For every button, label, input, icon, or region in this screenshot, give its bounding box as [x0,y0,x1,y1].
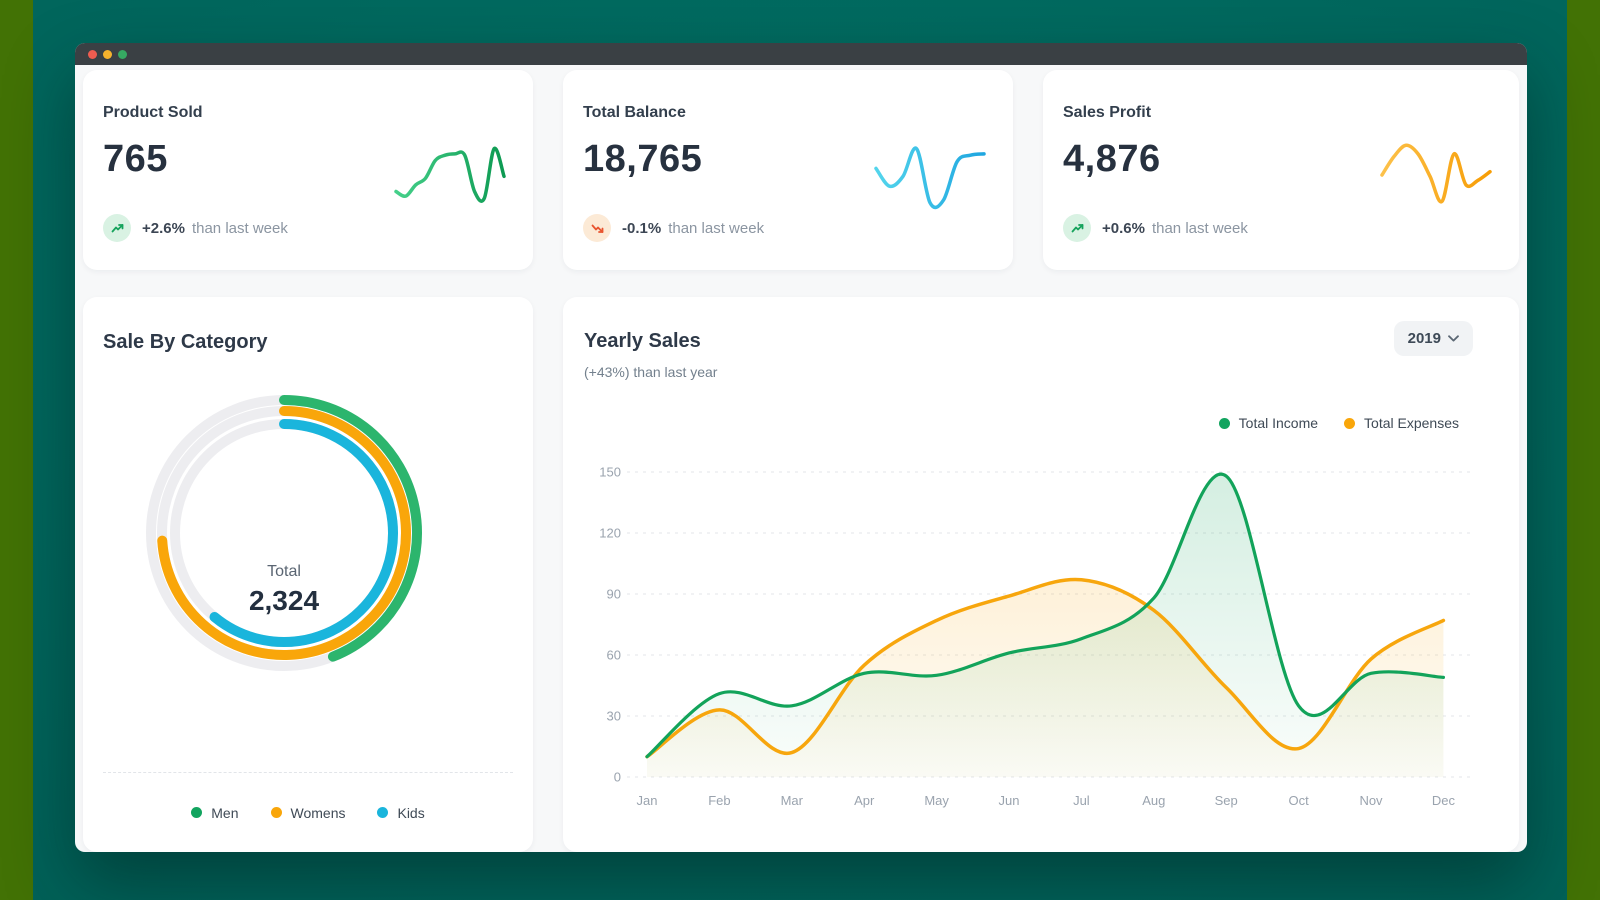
stat-value: 18,765 [583,138,703,180]
category-card-title: Sale By Category [103,331,268,353]
legend-label: Womens [290,804,346,821]
chart-legend-item-total-income[interactable]: Total Income [1218,415,1319,431]
category-legend: Men Womens Kids [103,772,513,852]
year-selector-value: 2019 [1407,330,1441,347]
legend-label: Total Expenses [1364,415,1459,431]
yearly-sales-card: Yearly Sales (+43%) than last year 2019 … [563,297,1519,852]
zoom-window-button[interactable] [118,49,127,59]
svg-text:Dec: Dec [1432,793,1456,808]
chart-row: Sale By Category Total 2,324 Men Womens Ki… [83,297,1519,852]
yearly-sales-chart: 150 120 90 60 30 0 Jan Feb Mar Apr May Jun Jul Aug Sep… [599,465,1471,808]
stat-delta: +2.6% [142,219,185,237]
chart-legend-item-total-expenses[interactable]: Total Expenses [1344,415,1459,431]
category-donut-chart [146,395,422,671]
svg-text:150: 150 [599,465,621,480]
stat-delta: +0.6% [1102,219,1145,237]
minimize-window-button[interactable] [103,49,112,59]
svg-text:Sep: Sep [1215,793,1238,808]
product-sold-sparkline [394,146,506,203]
stat-delta-note: than last week [191,219,288,237]
yearly-card-subtitle: (+43%) than last year [584,364,718,380]
legend-dot-icon [1344,417,1356,429]
svg-text:120: 120 [599,526,621,541]
svg-text:Feb: Feb [708,793,730,808]
sales-profit-sparkline [1380,143,1492,204]
yearly-card-title: Yearly Sales [584,330,701,352]
legend-dot-icon [377,807,389,818]
stat-delta-note: than last week [668,219,765,237]
donut-total-label: Total [267,563,301,580]
legend-label: Total Income [1238,415,1319,431]
svg-text:May: May [924,793,949,808]
svg-text:30: 30 [607,709,621,724]
category-legend-item-kids[interactable]: Kids [377,804,425,821]
total-balance-sparkline [874,146,986,210]
dashboard-content: Product Sold 765 +2.6% than last week [75,65,1527,852]
sale-by-category-card: Sale By Category Total 2,324 Men Womens Ki… [83,297,533,852]
stat-delta-row: -0.1% than last week [583,214,764,242]
chevron-down-icon [1448,335,1459,342]
stat-title: Product Sold [103,104,203,121]
svg-text:60: 60 [607,648,621,663]
category-legend-item-womens[interactable]: Womens [270,804,346,821]
svg-text:Jul: Jul [1073,793,1090,808]
legend-label: Kids [397,804,425,821]
stat-delta-row: +2.6% than last week [103,214,288,242]
stat-title: Total Balance [583,104,686,121]
stat-delta: -0.1% [622,219,662,237]
legend-dot-icon [270,807,282,818]
close-window-button[interactable] [88,49,97,59]
left-edge-strip [0,0,33,900]
svg-text:Nov: Nov [1359,793,1383,808]
stat-value: 4,876 [1063,138,1161,180]
stat-card-product-sold: Product Sold 765 +2.6% than last week [83,70,533,270]
svg-text:Jun: Jun [999,793,1020,808]
legend-dot-icon [1218,417,1230,429]
svg-text:Mar: Mar [781,793,804,808]
window-titlebar[interactable] [75,43,1527,65]
trend-up-icon [103,214,131,242]
year-selector-dropdown[interactable]: 2019 [1393,321,1473,356]
svg-text:Jan: Jan [637,793,658,808]
svg-text:Oct: Oct [1288,793,1309,808]
stat-title: Sales Profit [1063,104,1152,121]
svg-text:0: 0 [614,770,621,785]
legend-label: Men [211,804,239,821]
trend-up-icon [1063,214,1091,242]
svg-text:Apr: Apr [854,793,875,808]
category-legend-item-men[interactable]: Men [191,804,239,821]
stat-card-total-balance: Total Balance 18,765 -0.1% than last wee… [563,70,1013,270]
trend-down-icon [583,214,611,242]
stat-card-row: Product Sold 765 +2.6% than last week [83,70,1519,270]
stat-value: 765 [103,138,168,180]
stat-card-sales-profit: Sales Profit 4,876 +0.6% than last week [1043,70,1519,270]
right-edge-strip [1567,0,1600,900]
svg-text:Aug: Aug [1142,793,1165,808]
svg-text:90: 90 [607,587,621,602]
donut-chart-zone: Total 2,324 [103,354,513,772]
donut-center-label: Total 2,324 [209,563,359,617]
donut-total-value: 2,324 [248,585,320,616]
stat-delta-note: than last week [1151,219,1248,237]
legend-dot-icon [191,807,203,818]
yearly-chart-legend: Total Income Total Expenses [1218,415,1459,431]
stat-delta-row: +0.6% than last week [1063,214,1248,242]
dashboard-window: Product Sold 765 +2.6% than last week [75,43,1527,852]
